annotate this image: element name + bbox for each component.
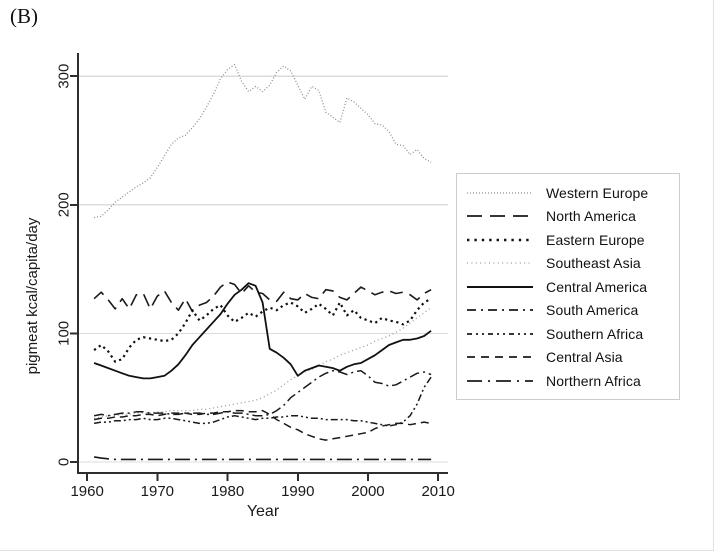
panel-label: (B) [10,4,38,28]
legend-line-sample-southern-africa [467,332,533,335]
y-tick-label-0: 0 [56,458,73,466]
legend-label: Western Europe [546,184,649,201]
x-tick-label-1960: 1960 [70,483,103,500]
x-tick-label-1990: 1990 [281,483,314,500]
legend-line-sample-central-asia [467,356,533,358]
legend-entry-north-america: North America [465,208,679,224]
series-southern-africa-line [93,376,432,427]
x-axis-title: Year [247,503,280,520]
legend-label: Southern Africa [546,325,644,342]
series-central-asia-line [93,409,432,441]
legend-label: Central Asia [546,349,623,365]
legend-label: Northern Africa [546,372,641,389]
x-tick-label-1980: 1980 [211,483,244,500]
legend-entry-southern-africa: Southern Africa [465,326,679,342]
legend-entry-south-america: South America [465,302,679,318]
series-north-america-line [93,281,432,313]
legend-entry-western-europe: Western Europe [465,185,679,201]
chart-legend: Western Europe North America Eastern Europ… [456,173,680,400]
legend-line-sample-north-america [467,215,533,217]
y-tick-label-100: 100 [56,321,73,346]
series-western-europe-line [93,63,432,219]
legend-label: Southeast Asia [546,255,641,271]
legend-line-sample-eastern-europe [467,238,533,241]
series-central-america-line [93,282,432,380]
legend-line-sample-western-europe [467,191,533,194]
legend-label: Central America [546,278,648,295]
legend-line-sample-southeast-asia [467,262,533,264]
legend-entry-central-asia: Central Asia [465,349,679,365]
legend-entry-eastern-europe: Eastern Europe [465,232,679,248]
series-eastern-europe-line [93,297,432,363]
x-tick-label-2010: 2010 [421,483,454,500]
legend-entry-central-america: Central America [465,279,679,295]
legend-line-sample-central-america [467,285,533,288]
legend-label: North America [546,208,636,224]
legend-entry-southeast-asia: Southeast Asia [465,255,679,271]
y-axis-title: pigmeat kcal/capita/day [24,217,41,374]
legend-entry-northern-africa: Northern Africa [465,373,679,389]
y-tick-label-200: 200 [56,192,73,217]
y-tick-label-300: 300 [56,64,73,89]
legend-line-sample-northern-africa [467,379,533,382]
series-south-america-line [93,369,432,417]
x-tick-label-1970: 1970 [141,483,174,500]
series-northern-africa-line [93,456,432,461]
legend-label: South America [546,302,639,318]
legend-label: Eastern Europe [546,231,645,248]
x-tick-label-2000: 2000 [351,483,384,500]
legend-line-sample-south-america [467,309,533,311]
series-southeast-asia-line [93,307,432,419]
